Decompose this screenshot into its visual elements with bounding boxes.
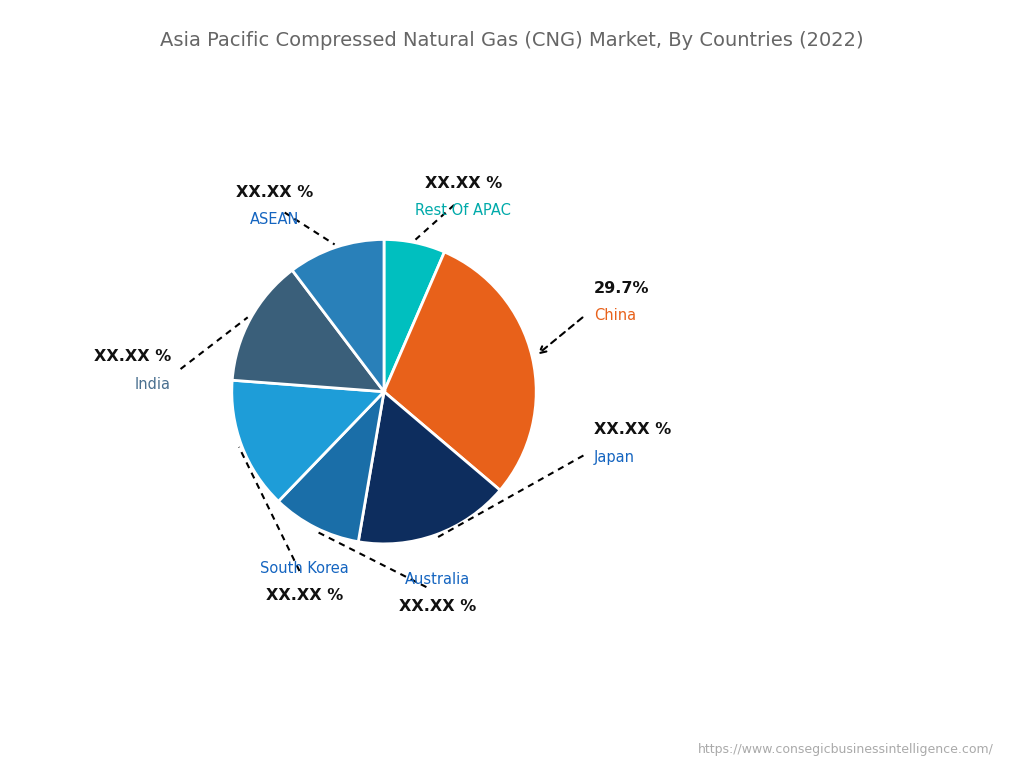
Text: XX.XX %: XX.XX % (266, 588, 343, 603)
Wedge shape (384, 252, 537, 490)
Text: Australia: Australia (404, 571, 470, 587)
Wedge shape (279, 392, 384, 541)
Text: India: India (135, 376, 171, 392)
Text: South Korea: South Korea (260, 561, 349, 576)
Text: XX.XX %: XX.XX % (236, 185, 313, 200)
Text: XX.XX %: XX.XX % (425, 176, 502, 190)
Text: Asia Pacific Compressed Natural Gas (CNG) Market, By Countries (2022): Asia Pacific Compressed Natural Gas (CNG… (160, 31, 864, 50)
Wedge shape (384, 240, 444, 392)
Text: ASEAN: ASEAN (250, 212, 299, 227)
Text: https://www.consegicbusinessintelligence.com/: https://www.consegicbusinessintelligence… (697, 743, 993, 756)
Wedge shape (358, 392, 500, 544)
Text: China: China (594, 308, 636, 323)
Text: Japan: Japan (594, 449, 635, 465)
Wedge shape (231, 380, 384, 502)
Wedge shape (232, 270, 384, 392)
Wedge shape (292, 240, 384, 392)
Text: XX.XX %: XX.XX % (93, 349, 171, 364)
Text: 29.7%: 29.7% (594, 280, 649, 296)
Text: XX.XX %: XX.XX % (594, 422, 672, 437)
Text: Rest Of APAC: Rest Of APAC (415, 203, 511, 218)
Text: XX.XX %: XX.XX % (398, 599, 476, 614)
